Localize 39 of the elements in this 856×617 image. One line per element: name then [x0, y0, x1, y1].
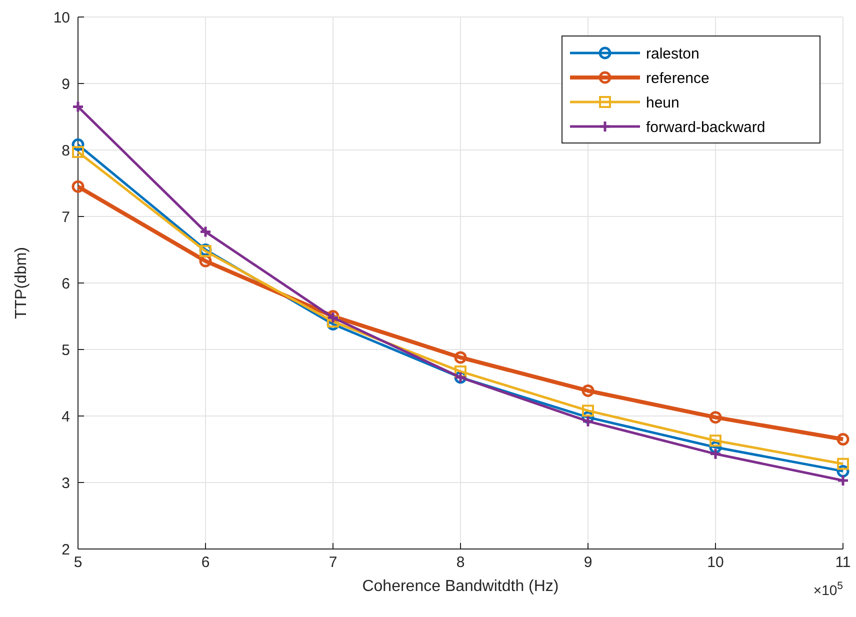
point — [454, 365, 466, 378]
y-tick-label: 2 — [62, 541, 70, 558]
y-tick-label: 9 — [62, 76, 70, 93]
x-tick-label: 11 — [835, 554, 851, 571]
text: ×10$^{5}$ — [813, 580, 844, 598]
point — [72, 146, 84, 158]
y-tick-label: 3 — [62, 474, 70, 492]
legend-label: reference — [646, 70, 710, 87]
point — [710, 434, 722, 447]
point — [837, 458, 849, 470]
point — [582, 404, 594, 417]
x-tick-label: 5 — [74, 554, 82, 571]
x-tick-label: 8 — [456, 554, 465, 571]
y-tick-label: 7 — [62, 208, 70, 226]
legend-label: raleston — [646, 45, 700, 62]
x-axis-title: Coherence Bandwitdth (Hz) — [362, 578, 559, 595]
x-tick-label: 7 — [328, 554, 338, 571]
point — [709, 448, 722, 460]
point — [582, 415, 594, 428]
point — [709, 411, 722, 424]
point — [582, 384, 594, 397]
y-tick-label: 5 — [62, 342, 70, 359]
point — [836, 433, 850, 446]
x-tick-label: 9 — [584, 554, 592, 571]
point — [327, 316, 339, 328]
legend-label: forward-backward — [646, 118, 766, 136]
x-tick-label: 6 — [201, 554, 210, 571]
y-tick-label: 10 — [53, 9, 70, 26]
point — [836, 474, 850, 487]
point — [72, 180, 84, 193]
point — [454, 351, 467, 364]
y-tick-label: 4 — [62, 408, 70, 426]
point — [72, 100, 84, 114]
y-axis-title: TTP(dbm) — [13, 247, 30, 319]
y-tick-label: 8 — [62, 142, 70, 160]
x-tick-label: 10 — [707, 554, 724, 571]
point — [199, 226, 212, 238]
legend-label: heun — [646, 94, 680, 112]
y-tick-label: 6 — [62, 275, 70, 292]
